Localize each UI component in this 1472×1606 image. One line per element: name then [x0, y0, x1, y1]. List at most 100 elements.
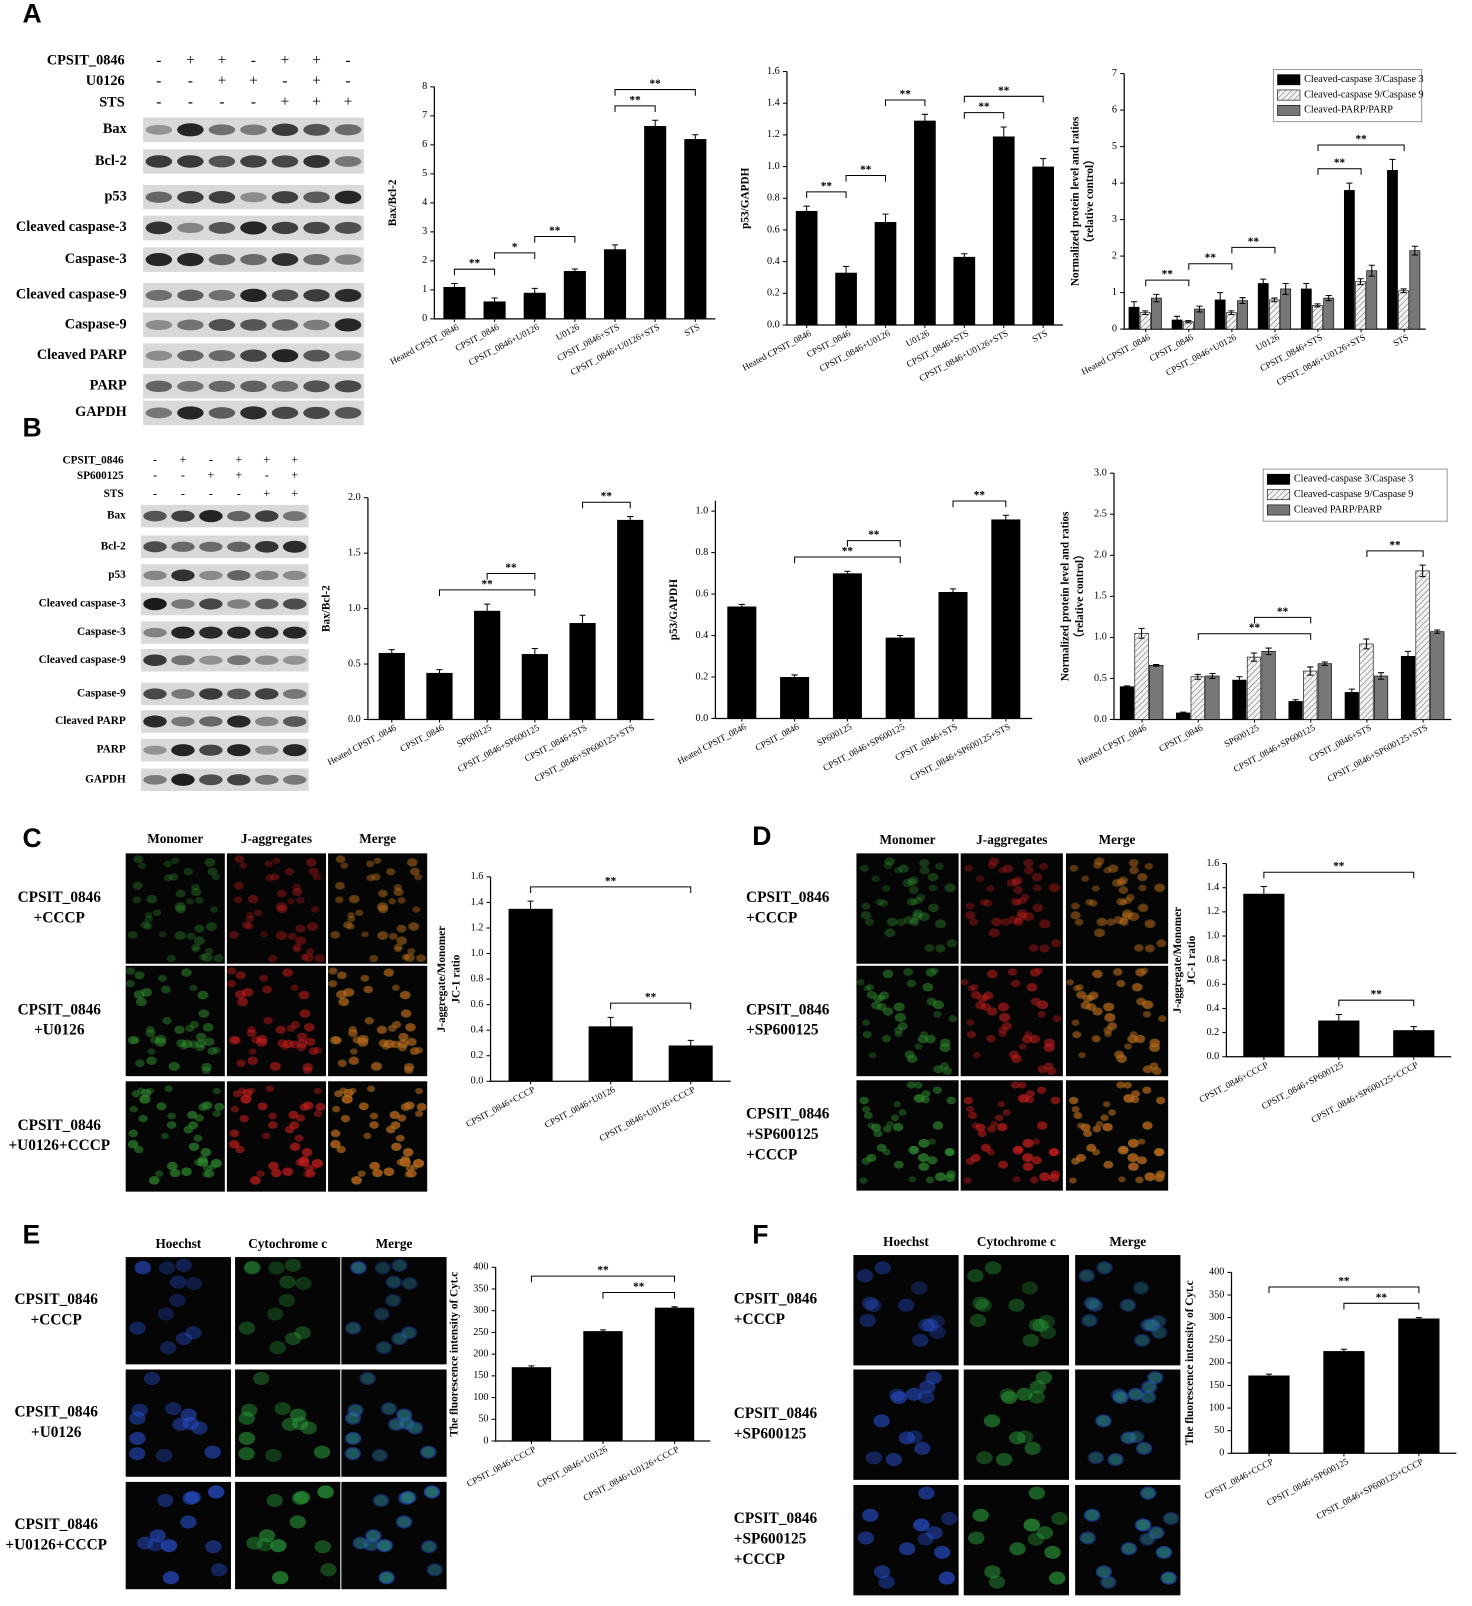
cell [404, 1066, 414, 1075]
cell [336, 856, 345, 863]
cell [918, 1390, 935, 1404]
blot-band [177, 380, 204, 392]
cell [157, 1307, 175, 1321]
cell [197, 1157, 209, 1167]
bar [1248, 1375, 1290, 1454]
cell [284, 1258, 302, 1272]
blot-band [303, 380, 330, 393]
cell [1152, 1067, 1161, 1075]
cell [140, 921, 151, 929]
cell [311, 1158, 323, 1168]
blot-band [143, 715, 167, 728]
cell [279, 1275, 296, 1289]
cell [129, 1105, 138, 1113]
cell [932, 1086, 942, 1094]
cell [907, 878, 917, 887]
cell [165, 1402, 182, 1416]
cell [984, 1261, 1002, 1275]
blot-band [177, 253, 204, 267]
cell [361, 931, 369, 938]
cell [893, 1160, 904, 1169]
cell [1106, 918, 1116, 926]
blot-band [334, 407, 362, 419]
blot-band [271, 380, 299, 392]
cell [341, 1115, 350, 1122]
cell [1079, 1531, 1096, 1545]
y-tick-label: 6 [1112, 104, 1117, 115]
cell [1155, 1096, 1166, 1105]
cell [1037, 1065, 1048, 1074]
cell [408, 948, 415, 954]
cell [975, 1298, 992, 1313]
cell [360, 974, 370, 982]
cell [356, 910, 363, 916]
error-bar [1153, 293, 1160, 303]
y-tick-label: 350 [1209, 1289, 1224, 1300]
micrograph [328, 853, 428, 964]
cell [245, 912, 254, 919]
micrograph [226, 853, 327, 964]
cell [1036, 1000, 1049, 1010]
cell [1157, 1015, 1167, 1023]
cell [247, 1056, 258, 1066]
cell [903, 915, 914, 925]
cell [1128, 1162, 1139, 1171]
blot-band [177, 123, 204, 137]
cell [912, 909, 924, 919]
cell [280, 1043, 289, 1050]
blot-band [255, 598, 279, 610]
cell [414, 874, 422, 880]
y-axis-label: JC-1 ratio [450, 954, 462, 1003]
cell [328, 967, 338, 975]
error-bar [1282, 282, 1289, 295]
cell [314, 954, 325, 963]
significance-label: ** [1249, 622, 1261, 634]
blot-band [208, 155, 236, 168]
blot-band [303, 406, 330, 419]
cell [169, 1275, 187, 1289]
cell [329, 980, 337, 987]
cell [1118, 1176, 1126, 1183]
cell [1103, 867, 1112, 874]
cell [928, 1314, 945, 1328]
bar [991, 519, 1021, 719]
cell [397, 1039, 409, 1048]
cell [1143, 1001, 1153, 1009]
cell [247, 1025, 256, 1033]
cell [1086, 1298, 1104, 1313]
cell [1096, 1121, 1103, 1127]
cell [140, 987, 152, 997]
blot-band [208, 407, 236, 419]
error-bar [1325, 294, 1332, 302]
blot-band [208, 289, 236, 301]
cell [383, 1167, 395, 1176]
bar [523, 292, 546, 319]
significance-label: ** [549, 225, 561, 237]
significance-bracket [486, 572, 536, 580]
cell [966, 1019, 975, 1026]
micrograph [1065, 1080, 1169, 1191]
cell [126, 967, 136, 975]
blot-label: p53 [104, 189, 126, 205]
y-tick-label: 5 [1112, 141, 1117, 152]
column-header: Merge [1099, 832, 1136, 847]
cell [214, 1102, 225, 1111]
cell [152, 909, 162, 917]
cell [265, 874, 274, 882]
cell [998, 1026, 1008, 1034]
cell [925, 1371, 942, 1385]
x-tick-label: Heated CPSIT_0846 [388, 322, 460, 367]
cell [330, 930, 341, 939]
y-tick-label: 50 [478, 1414, 488, 1425]
cell [1103, 1123, 1112, 1131]
y-axis-label: J-aggregate/Monomer [436, 926, 448, 1032]
bar [1225, 312, 1237, 330]
cell [908, 876, 919, 885]
cell [378, 890, 387, 897]
cell [1108, 865, 1118, 873]
cell [1074, 1112, 1082, 1119]
cell [1135, 1176, 1144, 1184]
legend-label: Cleaved-caspase 9/Caspase 9 [1294, 489, 1414, 500]
cell [391, 984, 400, 991]
cell [896, 918, 906, 926]
